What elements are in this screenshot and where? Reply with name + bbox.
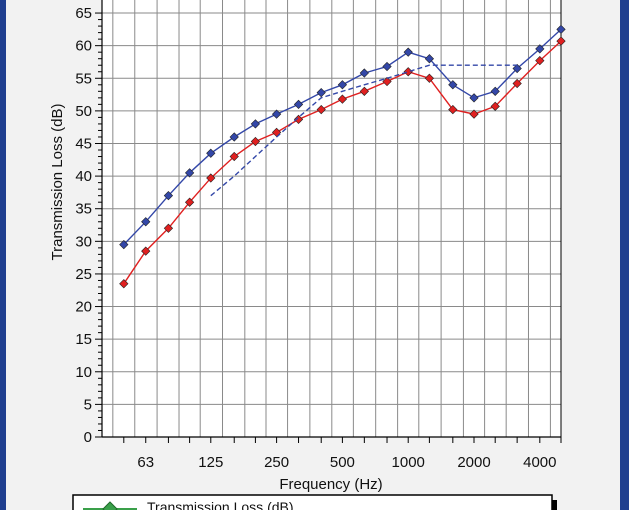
series-point-0	[141, 217, 151, 227]
y-axis-title: Transmission Loss (dB)	[49, 104, 66, 261]
x-tick-label: 4000	[523, 454, 556, 471]
series-point-0	[184, 168, 195, 178]
x-tick-label: 2000	[457, 454, 490, 471]
y-tick-label: 65	[75, 5, 92, 22]
y-tick-label: 15	[75, 331, 92, 348]
series-point-0	[424, 54, 435, 64]
series-point-0	[316, 87, 326, 98]
y-tick-label: 50	[75, 103, 92, 120]
y-tick-label: 5	[84, 396, 92, 413]
y-tick-label: 35	[75, 201, 92, 218]
series-point-1	[119, 279, 129, 289]
series-point-1	[490, 101, 500, 111]
series-point-0	[206, 148, 216, 158]
series-line-2	[210, 64, 518, 197]
series-point-0	[469, 93, 479, 103]
series-point-1	[382, 76, 392, 87]
x-tick-label: 250	[264, 454, 289, 471]
series-point-0	[512, 63, 522, 74]
series-layer	[119, 24, 566, 289]
series-point-0	[163, 191, 174, 201]
series-point-1	[206, 173, 216, 183]
series-point-1	[337, 94, 348, 104]
series-point-1	[184, 197, 195, 207]
series-point-0	[271, 109, 282, 119]
x-tick-label: 125	[198, 454, 223, 471]
series-point-0	[293, 99, 304, 109]
y-tick-label: 30	[75, 233, 92, 250]
series-point-1	[512, 78, 522, 89]
series-point-1	[469, 109, 479, 119]
series-point-0	[403, 47, 413, 57]
series-point-0	[535, 44, 545, 54]
y-tick-label: 20	[75, 299, 92, 316]
y-tick-label: 60	[75, 38, 92, 55]
legend: Transmission Loss (dB)	[72, 494, 557, 510]
series-point-0	[448, 80, 458, 90]
series-point-1	[556, 36, 566, 46]
y-tick-label: 25	[75, 266, 92, 283]
y-tick-label: 40	[75, 168, 92, 185]
grid	[102, 0, 561, 438]
series-point-0	[359, 68, 369, 78]
x-axis-title: Frequency (Hz)	[279, 476, 382, 493]
legend-label: Transmission Loss (dB)	[147, 499, 294, 510]
legend-swatch-marker	[102, 501, 118, 510]
series-point-1	[250, 136, 261, 147]
series-point-1	[424, 73, 435, 83]
y-tick-label: 10	[75, 364, 92, 381]
series-point-1	[141, 246, 151, 256]
legend-shadow	[552, 500, 557, 510]
series-point-1	[163, 223, 174, 233]
series-point-1	[229, 151, 239, 162]
series-point-0	[337, 80, 348, 90]
series-point-1	[359, 86, 369, 96]
series-point-0	[382, 61, 392, 72]
series-point-1	[535, 56, 545, 66]
x-tick-label: 1000	[392, 454, 425, 471]
series-point-0	[490, 86, 500, 96]
series-point-0	[250, 119, 261, 129]
y-tick-label: 0	[84, 429, 92, 446]
series-point-1	[293, 114, 304, 124]
legend-box	[72, 494, 553, 510]
y-tick-label: 55	[75, 70, 92, 87]
x-tick-label: 63	[137, 454, 154, 471]
y-tick-label: 45	[75, 135, 92, 152]
series-point-1	[316, 104, 326, 115]
series-point-0	[556, 24, 566, 34]
series-point-0	[119, 239, 129, 250]
x-tick-label: 500	[330, 454, 355, 471]
series-point-0	[229, 132, 239, 142]
axes: 0 5 10 15 20 25 30 35 40 45 50 55 60 65 63 125 250 500 100…	[75, 0, 562, 471]
series-point-1	[448, 104, 458, 115]
